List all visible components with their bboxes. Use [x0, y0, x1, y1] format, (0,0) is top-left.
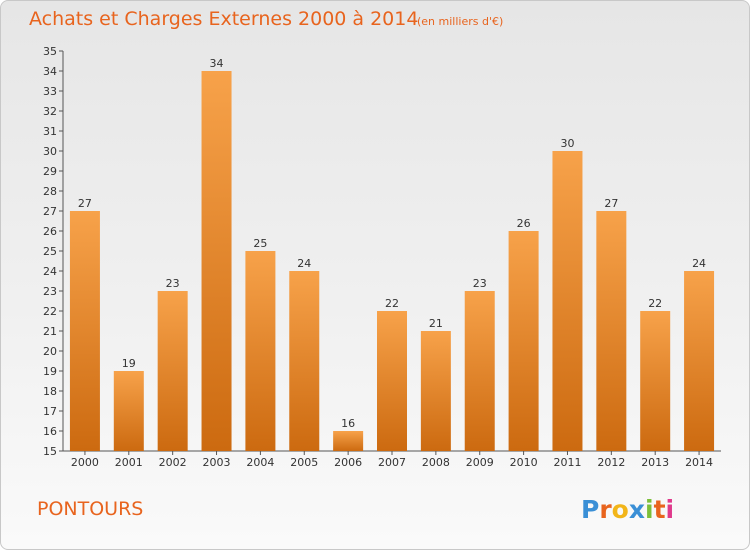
y-tick-label: 29	[43, 165, 57, 178]
logo-letter: t	[654, 495, 666, 524]
y-tick-label: 34	[43, 65, 57, 78]
bar-2002	[157, 291, 188, 451]
bar-2014	[684, 271, 715, 451]
chart-subtitle: (en milliers d'€)	[417, 15, 503, 28]
x-tick-label: 2010	[510, 456, 538, 469]
bar-2010	[508, 231, 539, 451]
bar-2013	[640, 311, 671, 451]
y-tick-label: 32	[43, 105, 57, 118]
value-label: 23	[166, 277, 180, 290]
x-tick-label: 2001	[115, 456, 143, 469]
x-tick-label: 2003	[203, 456, 231, 469]
x-tick-label: 2013	[641, 456, 669, 469]
commune-name: PONTOURS	[37, 498, 143, 520]
x-tick-label: 2009	[466, 456, 494, 469]
logo-letter: x	[629, 495, 645, 524]
value-label: 19	[122, 357, 136, 370]
value-label: 24	[297, 257, 311, 270]
y-tick-label: 26	[43, 225, 57, 238]
bar-2003	[201, 71, 232, 451]
x-tick-label: 2005	[290, 456, 318, 469]
value-label: 34	[210, 57, 224, 70]
logo-letter: r	[599, 495, 612, 524]
value-label: 16	[341, 417, 355, 430]
bar-2008	[420, 331, 451, 451]
value-label: 25	[253, 237, 267, 250]
x-tick-label: 2012	[597, 456, 625, 469]
bar-2000	[69, 211, 100, 451]
value-label: 23	[473, 277, 487, 290]
x-tick-label: 2011	[553, 456, 581, 469]
y-tick-label: 18	[43, 385, 57, 398]
bar-2012	[596, 211, 627, 451]
value-label: 21	[429, 317, 443, 330]
y-tick-label: 31	[43, 125, 57, 138]
x-tick-label: 2007	[378, 456, 406, 469]
bar-2004	[245, 251, 276, 451]
y-tick-label: 28	[43, 185, 57, 198]
y-tick-label: 15	[43, 445, 57, 458]
bar-2011	[552, 151, 583, 451]
logo-letter: o	[612, 495, 629, 524]
value-label: 24	[692, 257, 706, 270]
y-tick-label: 33	[43, 85, 57, 98]
bar-2007	[377, 311, 407, 451]
bars-group: 27 19 23 34 25 24 16 22 21 23 26 30 27 22 24	[69, 57, 715, 451]
axes: 15 16 17 18 19 20 21 22 23 24 25 26 27 28 29 30 31 32 33 34…	[43, 45, 721, 469]
x-tick-label: 2014	[685, 456, 713, 469]
x-tick-label: 2008	[422, 456, 450, 469]
logo-letter: i	[666, 495, 675, 524]
y-tick-label: 27	[43, 205, 57, 218]
y-tick-label: 23	[43, 285, 57, 298]
y-tick-label: 17	[43, 405, 57, 418]
proxiti-logo: Proxiti	[581, 495, 674, 524]
value-label: 22	[385, 297, 399, 310]
y-tick-label: 35	[43, 45, 57, 58]
x-tick-label: 2006	[334, 456, 362, 469]
logo-letter: P	[581, 495, 599, 524]
y-tick-label: 30	[43, 145, 57, 158]
bar-2006	[333, 431, 364, 451]
y-tick-label: 16	[43, 425, 57, 438]
y-tick-label: 24	[43, 265, 57, 278]
y-tick-label: 22	[43, 305, 57, 318]
value-label: 30	[560, 137, 574, 150]
chart-title: Achats et Charges Externes 2000 à 2014	[29, 8, 418, 30]
y-tick-label: 25	[43, 245, 57, 258]
y-tick-label: 21	[43, 325, 57, 338]
value-label: 27	[78, 197, 92, 210]
y-tick-label: 19	[43, 365, 57, 378]
logo-letter: i	[645, 495, 654, 524]
value-label: 27	[604, 197, 618, 210]
bar-2005	[289, 271, 320, 451]
y-tick-label: 20	[43, 345, 57, 358]
x-tick-label: 2000	[71, 456, 99, 469]
x-tick-label: 2002	[159, 456, 187, 469]
x-tick-label: 2004	[246, 456, 274, 469]
bar-2009	[464, 291, 495, 451]
bar-2001	[113, 371, 144, 451]
value-label: 26	[517, 217, 531, 230]
value-label: 22	[648, 297, 662, 310]
